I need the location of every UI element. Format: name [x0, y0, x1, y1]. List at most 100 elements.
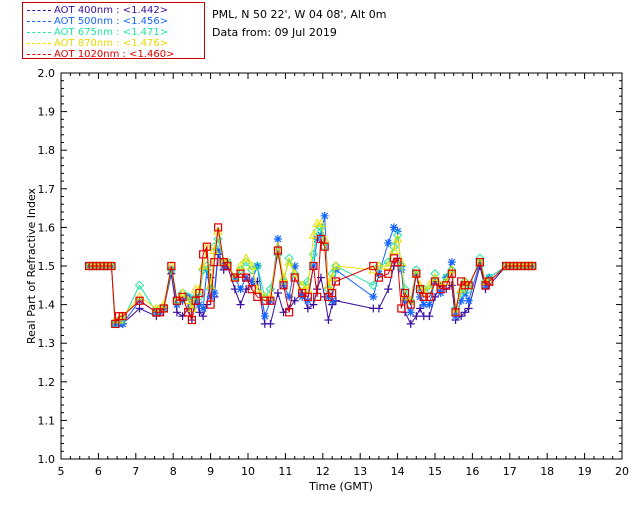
point-870: [302, 284, 313, 293]
point-1020: [279, 281, 288, 290]
point-675: [368, 280, 378, 291]
point-400: [195, 308, 204, 317]
point-1020: [135, 296, 144, 305]
series-layer: [84, 211, 538, 329]
y-tick-label: 1.7: [38, 183, 56, 196]
point-675: [308, 249, 319, 260]
legend-swatch-400: [27, 10, 51, 11]
point-400: [303, 304, 312, 313]
x-tick-label: 10: [241, 465, 255, 478]
point-1020: [111, 319, 120, 328]
point-675: [273, 249, 283, 260]
point-1020: [320, 242, 329, 251]
point-400: [135, 304, 144, 313]
point-1020: [195, 288, 204, 298]
legend-label-400: AOT 400nm : <1.442>: [54, 5, 169, 16]
point-870: [273, 241, 283, 251]
point-400: [273, 289, 282, 298]
point-1020: [328, 288, 337, 298]
legend-swatch-1020: [27, 54, 51, 55]
data-date: Data from: 09 Jul 2019: [212, 26, 337, 39]
point-500: [457, 296, 466, 305]
legend: AOT 400nm : <1.442> AOT 500nm : <1.456> …: [22, 2, 205, 60]
point-675: [213, 234, 223, 244]
x-tick-label: 14: [391, 465, 405, 478]
y-tick-label: 1.5: [38, 260, 56, 273]
x-axis-label: Time (GMT): [308, 480, 373, 493]
point-1020: [167, 261, 176, 271]
point-870: [259, 291, 270, 301]
point-870: [246, 260, 257, 270]
point-1020: [313, 292, 322, 301]
point-1020: [425, 292, 434, 301]
x-tick-label: 6: [95, 465, 102, 478]
point-1020: [210, 258, 219, 267]
point-400: [425, 312, 434, 321]
y-tick-label: 1.6: [38, 221, 56, 234]
point-500: [464, 296, 473, 305]
legend-item-1020: AOT 1020nm : <1.460>: [23, 49, 204, 60]
legend-label-675: AOT 675nm : <1.471>: [54, 27, 169, 38]
point-870: [316, 218, 326, 228]
point-1020: [316, 234, 326, 244]
point-1020: [202, 242, 211, 251]
legend-swatch-500: [27, 21, 51, 22]
point-1020: [374, 273, 383, 282]
point-1020: [223, 261, 232, 271]
point-1020: [528, 261, 537, 271]
point-1020: [199, 250, 208, 259]
point-870: [284, 257, 295, 266]
x-tick-label: 16: [465, 465, 479, 478]
point-500: [447, 258, 456, 267]
x-tick-label: 13: [353, 465, 367, 478]
legend-label-1020: AOT 1020nm : <1.460>: [54, 49, 175, 60]
site-location: PML, N 50 22', W 04 08', Alt 0m: [212, 8, 387, 21]
legend-label-870: AOT 870nm : <1.476>: [54, 38, 169, 49]
point-500: [389, 223, 398, 232]
point-400: [172, 308, 181, 317]
point-1020: [393, 258, 402, 267]
point-1020: [412, 269, 421, 278]
point-1020: [303, 292, 312, 301]
legend-item-675: AOT 675nm : <1.471>: [23, 27, 204, 38]
point-400: [290, 296, 299, 305]
y-tick-label: 1.1: [38, 414, 56, 427]
point-400: [279, 308, 288, 317]
point-870: [134, 291, 145, 301]
point-1020: [485, 277, 494, 286]
x-tick-label: 19: [578, 465, 592, 478]
series-1020: [84, 223, 537, 328]
point-1020: [415, 285, 425, 294]
point-870: [383, 260, 394, 270]
point-1020: [451, 308, 460, 317]
x-tick-label: 12: [316, 465, 330, 478]
y-tick-label: 1.3: [38, 337, 56, 350]
point-1020: [369, 261, 378, 271]
point-1020: [260, 296, 269, 305]
point-500: [419, 300, 428, 309]
point-675: [331, 261, 341, 271]
point-1020: [206, 300, 215, 309]
point-500: [290, 262, 299, 270]
point-400: [324, 316, 333, 325]
point-870: [331, 260, 341, 270]
point-500: [199, 304, 208, 313]
point-1020: [419, 292, 428, 301]
x-tick-label: 18: [540, 465, 554, 478]
y-tick-label: 1.0: [38, 453, 56, 466]
point-870: [308, 230, 319, 239]
point-1020: [242, 273, 251, 282]
x-tick-label: 20: [615, 465, 629, 478]
point-870: [388, 245, 399, 255]
point-1020: [178, 292, 187, 301]
point-500: [247, 277, 256, 286]
point-400: [374, 304, 383, 313]
point-1020: [331, 277, 340, 286]
point-675: [252, 261, 263, 271]
point-1020: [107, 261, 116, 271]
x-tick-label: 15: [428, 465, 442, 478]
point-870: [392, 233, 403, 243]
point-1020: [187, 315, 196, 325]
point-400: [266, 319, 275, 328]
